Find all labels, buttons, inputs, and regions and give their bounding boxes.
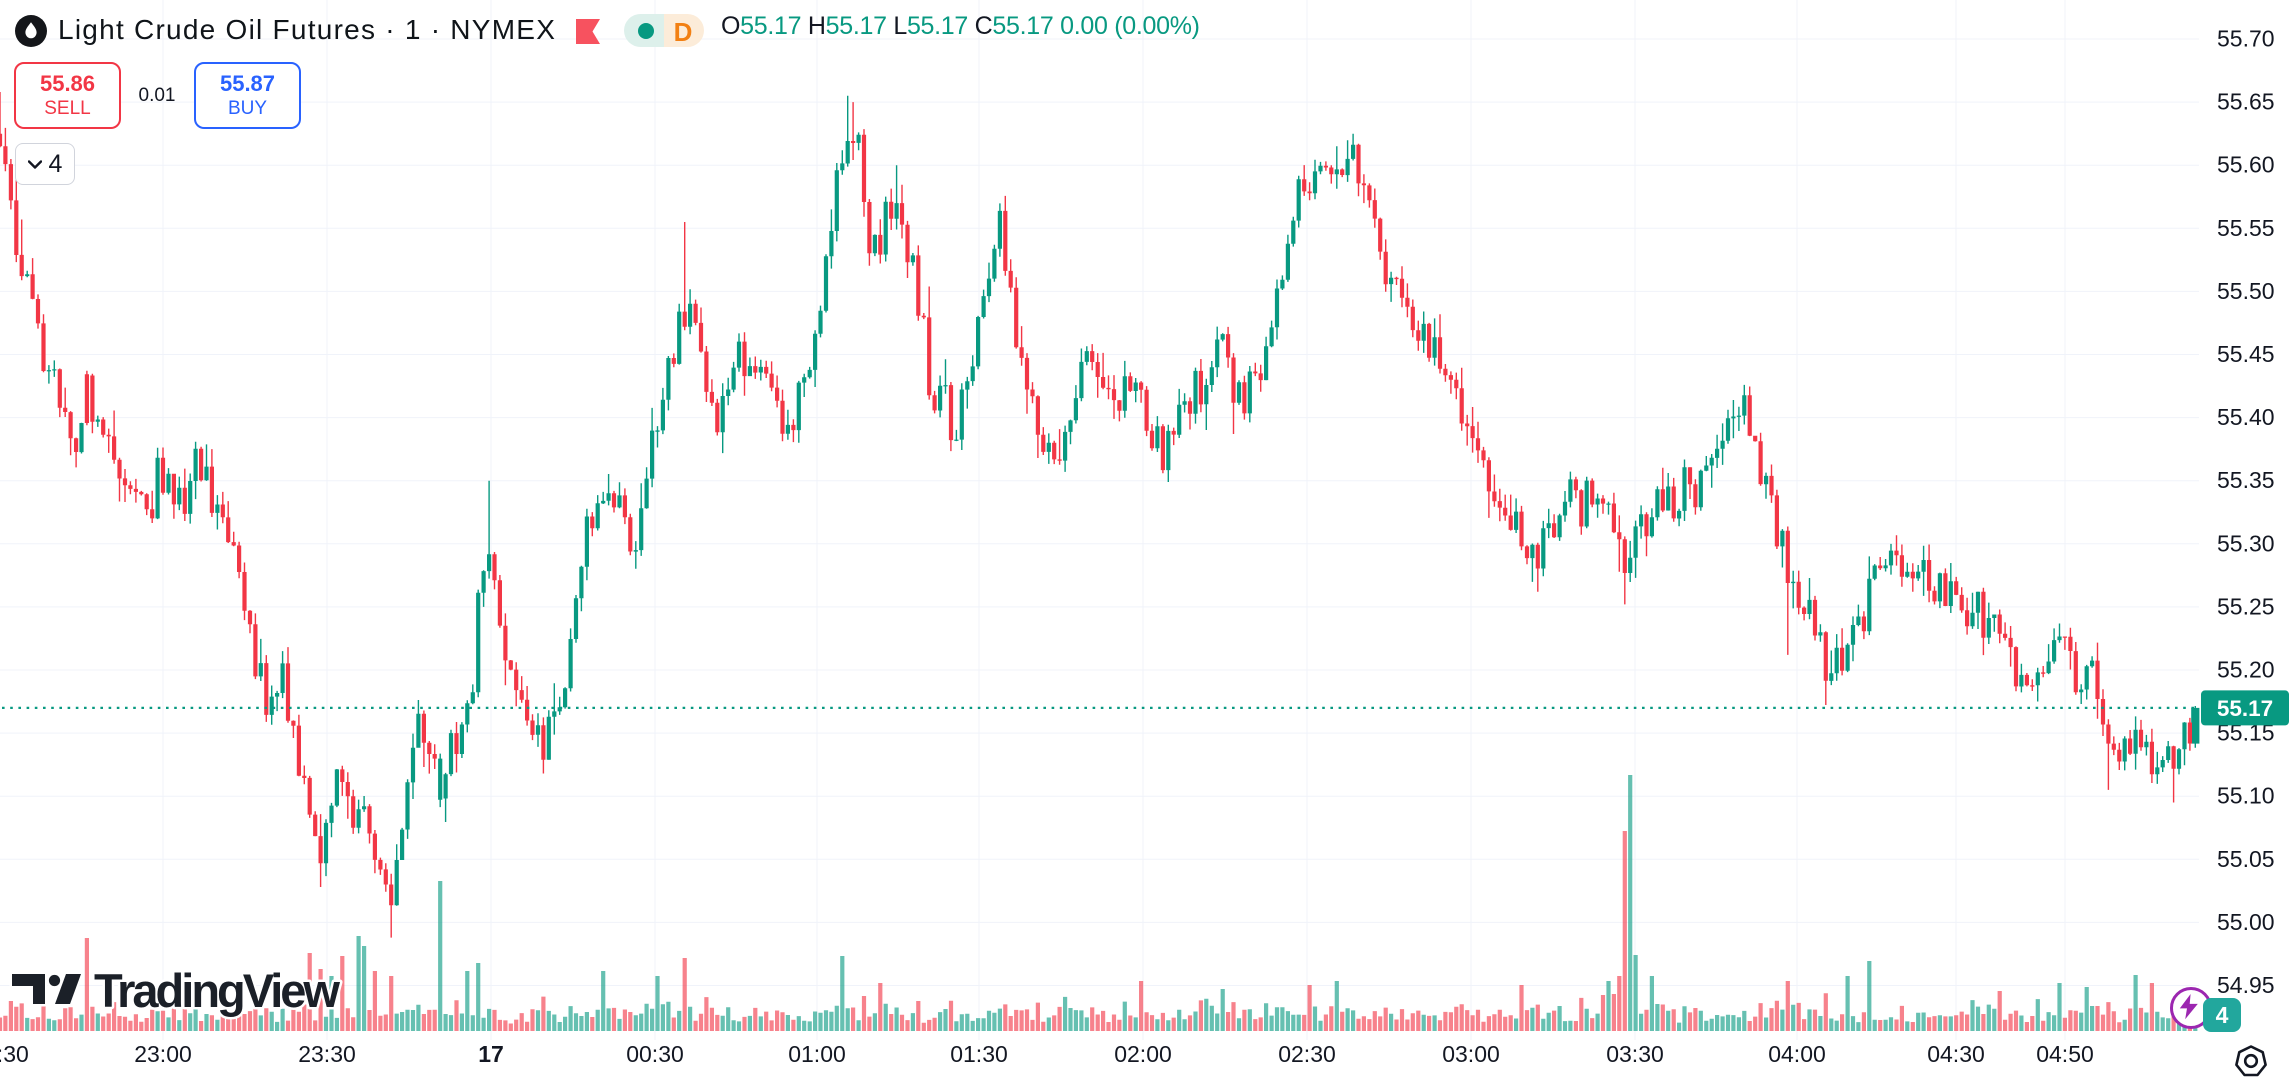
svg-text:55.05: 55.05 — [2217, 846, 2275, 872]
svg-text:55.60: 55.60 — [2217, 152, 2275, 178]
svg-text:55.70: 55.70 — [2217, 26, 2275, 52]
svg-text:55.30: 55.30 — [2217, 530, 2275, 556]
svg-text:23:00: 23:00 — [134, 1041, 192, 1067]
svg-text:55.10: 55.10 — [2217, 783, 2275, 809]
svg-text:55.25: 55.25 — [2217, 593, 2275, 619]
svg-text:55.65: 55.65 — [2217, 89, 2275, 115]
svg-text:17: 17 — [478, 1041, 504, 1067]
svg-text:04:00: 04:00 — [1768, 1041, 1826, 1067]
svg-text:55.20: 55.20 — [2217, 657, 2275, 683]
svg-text:54.95: 54.95 — [2217, 972, 2275, 998]
svg-text:01:30: 01:30 — [950, 1041, 1008, 1067]
svg-text:55.17: 55.17 — [2217, 696, 2273, 721]
svg-text:55.45: 55.45 — [2217, 341, 2275, 367]
svg-text:03:00: 03:00 — [1442, 1041, 1500, 1067]
svg-text:02:30: 02:30 — [1278, 1041, 1336, 1067]
svg-text:02:00: 02:00 — [1114, 1041, 1172, 1067]
svg-text:04:30: 04:30 — [1927, 1041, 1985, 1067]
svg-text:55.40: 55.40 — [2217, 404, 2275, 430]
svg-text:55.50: 55.50 — [2217, 278, 2275, 304]
svg-text:TradingView: TradingView — [94, 964, 340, 1017]
svg-text:03:30: 03:30 — [1606, 1041, 1664, 1067]
svg-text:23:30: 23:30 — [298, 1041, 356, 1067]
svg-text:22:30: 22:30 — [0, 1041, 29, 1067]
svg-text:00:30: 00:30 — [626, 1041, 684, 1067]
svg-text:55.00: 55.00 — [2217, 909, 2275, 935]
svg-text:04:50: 04:50 — [2036, 1041, 2094, 1067]
svg-text:55.55: 55.55 — [2217, 215, 2275, 241]
svg-text:01:00: 01:00 — [788, 1041, 846, 1067]
svg-text:55.35: 55.35 — [2217, 467, 2275, 493]
